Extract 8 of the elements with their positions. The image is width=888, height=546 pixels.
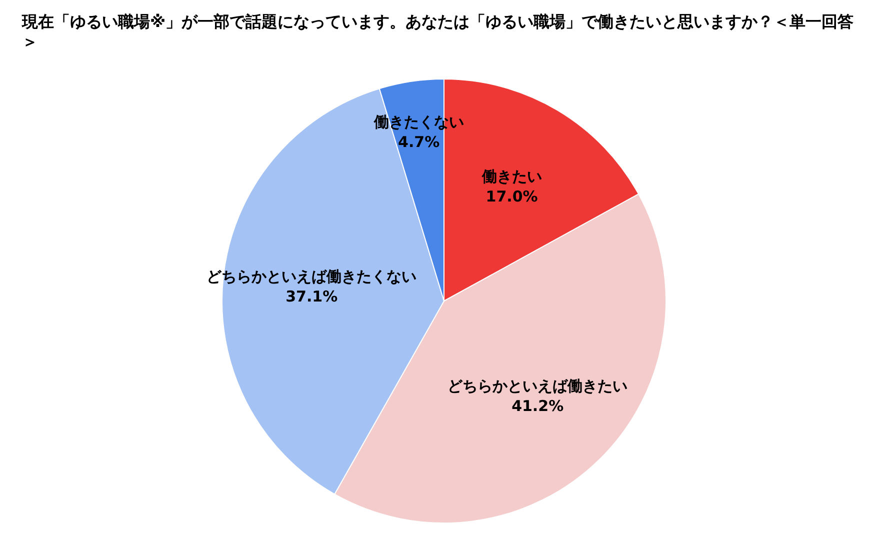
slice-label: どちらかといえば働きたくない [206,267,417,286]
chart-title: 現在「ゆるい職場※」が一部で話題になっています。あなたは「ゆるい職場」で働きたいと思いますか？＜単一回答＞ [22,12,855,52]
data-label: 37.1% [286,287,338,306]
slice-label: どちらかといえば働きたい [448,376,628,395]
data-label: 17.0% [486,187,538,206]
data-label: 4.7% [398,132,440,151]
slice-label: 働きたい [480,167,542,186]
data-label: 41.2% [512,396,564,415]
